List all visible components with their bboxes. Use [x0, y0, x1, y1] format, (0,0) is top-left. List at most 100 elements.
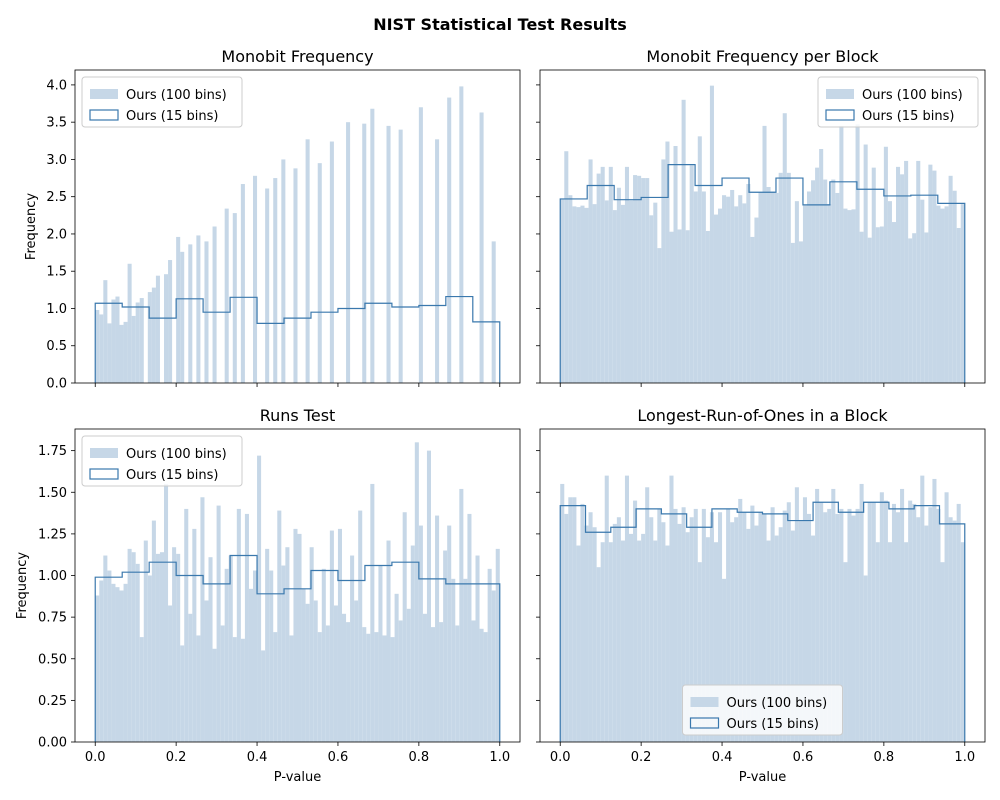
x-tick-label: 0.4 — [712, 750, 733, 765]
bar — [685, 230, 690, 383]
bar — [629, 200, 634, 383]
bar — [386, 540, 391, 742]
bar — [823, 512, 828, 742]
bar — [236, 508, 241, 742]
bar — [168, 260, 173, 383]
bar — [661, 159, 666, 383]
bar — [580, 503, 585, 742]
bar — [265, 548, 270, 742]
bar — [742, 512, 747, 742]
bar — [896, 512, 901, 742]
bars-100-bins — [95, 442, 500, 742]
bar — [584, 525, 589, 742]
legend-swatch-filled — [826, 89, 854, 99]
bar — [584, 207, 589, 383]
bar — [394, 593, 399, 742]
legend: Ours (100 bins) Ours (15 bins) — [81, 76, 243, 128]
bar — [596, 567, 601, 742]
bar — [265, 188, 270, 383]
bar — [629, 533, 634, 742]
bar — [240, 638, 245, 742]
bar — [204, 600, 209, 742]
bar — [709, 512, 714, 742]
chart-panel-1: 0.0 0.5 1.0 1.5 2.0 2.5 3.0 3.5 4.0 Monobit Frequ… — [24, 47, 521, 392]
bar — [928, 164, 933, 383]
bar — [867, 237, 872, 383]
x-axis-label: P-value — [739, 770, 786, 785]
bar — [143, 540, 148, 742]
bar — [321, 568, 326, 742]
bar — [649, 517, 654, 742]
bar — [572, 497, 577, 742]
bar — [681, 99, 686, 383]
step-line-15-bins — [559, 164, 966, 383]
bar — [135, 563, 140, 742]
bar — [103, 555, 108, 742]
bar — [378, 565, 383, 742]
bar — [798, 520, 803, 742]
bar — [746, 528, 751, 742]
bar — [883, 146, 888, 383]
bar — [131, 552, 136, 742]
bar — [669, 475, 674, 742]
bar — [713, 214, 718, 383]
bar — [220, 625, 225, 742]
bar — [855, 124, 860, 384]
bar — [212, 648, 217, 742]
bar — [447, 97, 452, 383]
bar — [159, 552, 164, 742]
bar — [305, 603, 310, 742]
bar — [863, 575, 868, 742]
bar — [244, 513, 249, 742]
x-tick-label: 0.6 — [328, 750, 349, 765]
bar — [891, 222, 896, 383]
bar — [168, 605, 173, 742]
chart-title: Monobit Frequency — [221, 47, 373, 66]
bar — [135, 302, 140, 383]
figure-title: NIST Statistical Test Results — [373, 15, 627, 34]
legend: Ours (100 bins) Ours (15 bins) — [81, 435, 243, 487]
bar — [123, 321, 128, 383]
bar — [147, 575, 152, 742]
bar — [277, 510, 282, 742]
bar — [653, 540, 658, 742]
bar — [576, 545, 581, 742]
bar — [447, 525, 452, 742]
bar — [107, 570, 112, 742]
bar — [774, 535, 779, 742]
bar — [819, 502, 824, 742]
bar — [127, 548, 132, 742]
bar — [827, 508, 832, 742]
bar — [738, 195, 743, 383]
legend-label: Ours (100 bins) — [862, 88, 963, 103]
bar — [208, 557, 213, 742]
bar — [851, 209, 856, 383]
bar — [127, 263, 132, 383]
bar — [633, 175, 638, 383]
bar — [916, 517, 921, 742]
bar — [176, 236, 181, 383]
bar — [358, 510, 363, 742]
bar — [859, 483, 864, 742]
legend-swatch-step — [89, 468, 119, 480]
bar — [362, 123, 367, 383]
bar — [281, 159, 286, 383]
bar — [398, 620, 403, 742]
bar — [240, 184, 245, 383]
step-line-15-bins — [94, 295, 501, 383]
bar — [839, 508, 844, 742]
bar — [859, 231, 864, 383]
bar — [467, 513, 472, 742]
bar — [305, 139, 310, 383]
bar — [329, 530, 334, 742]
bar — [673, 508, 678, 742]
bar — [151, 287, 156, 383]
bar — [774, 192, 779, 383]
y-tick-label: 2.0 — [46, 227, 67, 242]
bar — [689, 517, 694, 742]
bar — [382, 635, 387, 742]
bar — [463, 578, 468, 742]
bar — [572, 206, 577, 383]
y-tick-label: 1.75 — [38, 444, 67, 459]
